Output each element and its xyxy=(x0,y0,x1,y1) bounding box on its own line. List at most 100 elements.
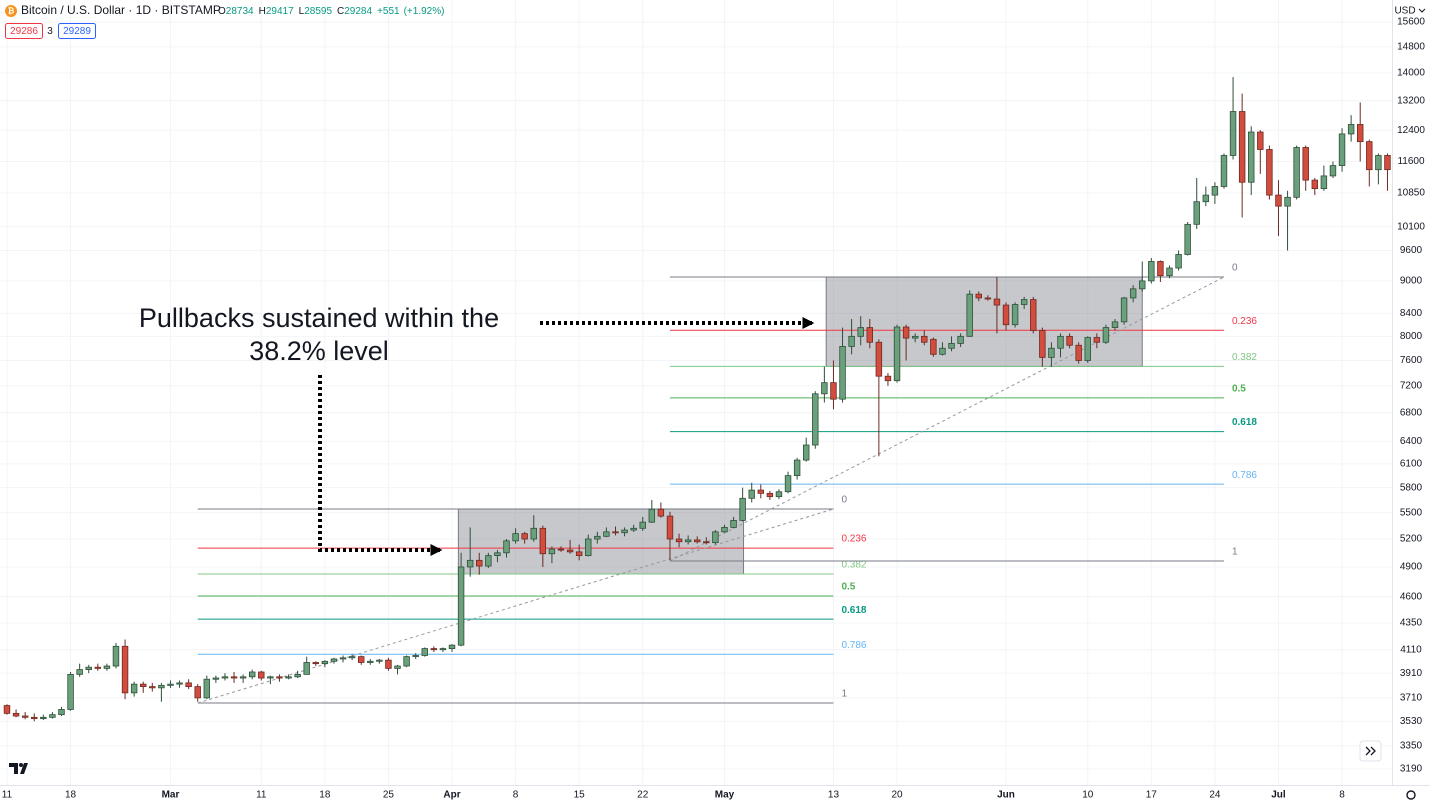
fib-level-label: 0.786 xyxy=(1232,470,1257,481)
candle-body xyxy=(521,533,528,540)
candle-body xyxy=(149,686,156,689)
candle-body xyxy=(830,382,837,400)
candle-body xyxy=(1048,347,1055,358)
x-tick-label: 13 xyxy=(828,790,840,801)
candle-body xyxy=(1275,194,1282,207)
candle-body xyxy=(457,566,465,646)
candle-body xyxy=(385,659,392,669)
candle-body xyxy=(1020,299,1028,305)
y-tick-label: 4110 xyxy=(1400,644,1422,655)
y-tick-label: 15600 xyxy=(1397,17,1425,28)
fib-level-label: 1 xyxy=(841,689,847,700)
candle-body xyxy=(821,382,828,395)
candle-body xyxy=(1066,335,1073,346)
currency[interactable]: USD xyxy=(1394,6,1415,17)
candle-body xyxy=(466,559,474,568)
candle-body xyxy=(548,548,556,555)
settings-icon[interactable] xyxy=(1406,790,1416,800)
candle-body xyxy=(594,535,601,540)
arrow xyxy=(318,375,443,556)
candle-body xyxy=(603,531,610,537)
candle-body xyxy=(539,527,547,555)
candle-body xyxy=(512,533,519,542)
candle-body xyxy=(1375,155,1382,171)
ohlc-value: 29417 xyxy=(266,6,294,17)
candle-body xyxy=(975,293,982,299)
x-tick-label: 20 xyxy=(891,790,903,801)
candle-body xyxy=(585,538,592,557)
candle-body xyxy=(1148,261,1155,282)
fib-level-label: 0.5 xyxy=(1232,384,1246,395)
candle-body xyxy=(1293,147,1300,198)
y-tick-label: 4600 xyxy=(1400,591,1423,602)
candle-body xyxy=(993,298,1001,306)
candle-body xyxy=(1356,124,1364,143)
candle-body xyxy=(939,347,946,355)
candle-body xyxy=(1175,254,1182,269)
candle-body xyxy=(1320,175,1328,190)
candle-body xyxy=(839,346,846,400)
candle-body xyxy=(1084,337,1091,361)
x-tick-label: 15 xyxy=(574,790,586,801)
candle-body xyxy=(203,678,211,699)
fib-trend-line xyxy=(669,276,1225,562)
candle-body xyxy=(1139,280,1146,290)
currency-caret[interactable] xyxy=(1418,8,1426,13)
x-tick-label: Apr xyxy=(443,790,460,801)
candle-body xyxy=(1075,344,1082,361)
ohlc-label: C xyxy=(337,6,344,17)
zone-box xyxy=(825,276,1143,367)
candle-body xyxy=(957,335,964,344)
candle-body xyxy=(648,508,656,523)
fib-level-label: 0.618 xyxy=(1232,417,1257,428)
candle-body xyxy=(1166,267,1173,277)
scroll-icon xyxy=(1365,746,1376,756)
fib-level-label: 0.786 xyxy=(841,640,866,651)
ohlc-value: 29284 xyxy=(344,6,372,17)
x-tick-label: 18 xyxy=(319,790,331,801)
candle-body xyxy=(893,326,901,382)
y-tick-label: 3190 xyxy=(1400,764,1423,775)
candle-body xyxy=(775,491,783,498)
candle-body xyxy=(212,677,220,680)
y-tick-label: 6400 xyxy=(1400,436,1423,447)
candle-body xyxy=(348,656,356,659)
candle-body xyxy=(49,714,56,718)
logo[interactable] xyxy=(9,763,28,774)
y-tick-label: 8000 xyxy=(1400,331,1423,342)
x-tick-label: 24 xyxy=(1209,790,1221,801)
candles xyxy=(3,77,1391,722)
candle-body xyxy=(1366,141,1373,171)
y-tick-label: 14000 xyxy=(1397,68,1425,79)
candle-body xyxy=(1311,179,1319,190)
candle-body xyxy=(21,715,29,718)
candle-body xyxy=(984,297,992,300)
candle-body xyxy=(1030,299,1037,331)
candle-body xyxy=(1011,304,1019,326)
spread: 3 xyxy=(47,26,53,37)
candle-body xyxy=(176,682,183,685)
candle-body xyxy=(303,662,310,675)
candle-body xyxy=(1347,124,1355,135)
candle-body xyxy=(121,645,129,694)
bid-price: 29286 xyxy=(10,26,38,37)
fib-level-label: 0.236 xyxy=(841,534,866,545)
candle-body xyxy=(494,552,501,557)
y-tick-label: 9600 xyxy=(1400,245,1423,256)
candle-body xyxy=(1338,133,1346,166)
y-tick-label: 6800 xyxy=(1400,407,1423,418)
candle-body xyxy=(703,541,710,544)
annotation-line: 38.2% level xyxy=(249,336,389,366)
candle-body xyxy=(267,676,274,679)
candle-body xyxy=(630,527,637,531)
candle-body xyxy=(448,644,456,649)
candle-body xyxy=(376,659,383,662)
candle-body xyxy=(40,716,47,720)
candle-body xyxy=(848,335,855,347)
y-tick-label: 13200 xyxy=(1397,95,1425,106)
candle-body xyxy=(67,673,74,710)
candle-body xyxy=(1157,261,1164,277)
candle-body xyxy=(3,705,11,714)
candle-body xyxy=(194,686,201,699)
